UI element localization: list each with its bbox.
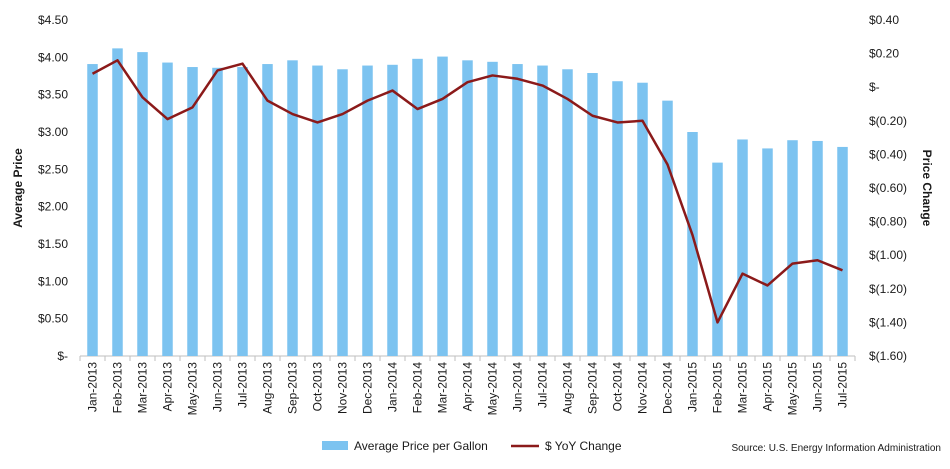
bar-avg-price bbox=[137, 52, 148, 357]
left-tick-label: $4.00 bbox=[38, 50, 68, 64]
right-tick-label: $0.20 bbox=[869, 47, 899, 61]
right-tick-label: $(0.20) bbox=[869, 114, 907, 128]
bar-avg-price bbox=[87, 64, 98, 356]
right-tick-label: $(0.80) bbox=[869, 215, 907, 229]
legend-label-avg-price: Average Price per Gallon bbox=[354, 439, 488, 453]
bar-avg-price bbox=[337, 69, 348, 356]
bar-avg-price bbox=[362, 65, 373, 357]
left-tick-label: $- bbox=[57, 349, 68, 363]
x-tick-label: Jun-2014 bbox=[511, 362, 525, 412]
bar-avg-price bbox=[662, 100, 673, 356]
x-tick-label: Jan-2014 bbox=[386, 362, 400, 412]
bar-avg-price bbox=[537, 65, 548, 357]
x-tick-label: Dec-2013 bbox=[361, 362, 375, 414]
x-tick-label: Apr-2014 bbox=[461, 362, 475, 412]
source-note: Source: U.S. Energy Information Administ… bbox=[731, 443, 941, 454]
yoy-change-line bbox=[91, 59, 843, 324]
left-tick-label: $0.50 bbox=[38, 312, 68, 326]
x-tick-label: Jul-2014 bbox=[536, 362, 550, 408]
x-tick-label: Feb-2015 bbox=[711, 362, 725, 414]
x-tick-label: Jan-2013 bbox=[86, 362, 100, 412]
bar-avg-price bbox=[212, 67, 223, 356]
bar-avg-price bbox=[162, 62, 173, 357]
bar-avg-price bbox=[712, 162, 723, 356]
bar-avg-price bbox=[112, 48, 123, 357]
x-tick-label: Jul-2015 bbox=[836, 362, 850, 408]
x-tick-label: Mar-2013 bbox=[136, 362, 150, 414]
left-tick-label: $3.50 bbox=[38, 88, 68, 102]
bar-avg-price bbox=[187, 67, 198, 356]
bar-avg-price bbox=[812, 140, 823, 356]
bar-avg-price bbox=[637, 82, 648, 356]
x-tick-label: Mar-2015 bbox=[736, 362, 750, 414]
x-tick-label: Nov-2013 bbox=[336, 362, 350, 414]
left-tick-label: $3.00 bbox=[38, 125, 68, 139]
left-axis-title: Average Price bbox=[11, 148, 25, 228]
bar-avg-price bbox=[762, 148, 773, 356]
x-tick-label: Jul-2013 bbox=[236, 362, 250, 408]
right-tick-label: $(1.00) bbox=[869, 248, 907, 262]
x-tick-label: Jan-2015 bbox=[686, 362, 700, 412]
bar-avg-price bbox=[837, 146, 848, 356]
right-tick-label: $(1.40) bbox=[869, 315, 907, 329]
x-tick-label: Aug-2013 bbox=[261, 362, 275, 414]
x-axis-ticks: Jan-2013 Feb-2013 Mar-2013 Apr-2013 May-2013… bbox=[79, 356, 856, 416]
x-tick-label: Sep-2014 bbox=[586, 362, 600, 414]
bar-avg-price bbox=[787, 140, 798, 356]
bar-avg-price bbox=[687, 132, 698, 356]
legend-label-yoy-change: $ YoY Change bbox=[545, 439, 622, 453]
bar-avg-price bbox=[387, 64, 398, 357]
bar-series bbox=[87, 48, 848, 357]
left-tick-label: $1.00 bbox=[38, 274, 68, 288]
x-tick-label: Apr-2013 bbox=[161, 362, 175, 412]
x-tick-label: Aug-2014 bbox=[561, 362, 575, 414]
bar-avg-price bbox=[437, 56, 448, 356]
bar-avg-price bbox=[262, 64, 273, 356]
x-tick-label: May-2015 bbox=[786, 362, 800, 416]
x-tick-label: Oct-2013 bbox=[311, 362, 325, 412]
right-axis-ticks: $0.40 $0.20 $- $(0.20) $(0.40) $(0.60) $(0.80)… bbox=[869, 13, 907, 363]
bar-avg-price bbox=[487, 61, 498, 357]
bar-avg-price bbox=[287, 60, 298, 356]
bar-avg-price bbox=[312, 65, 323, 357]
x-tick-label: Mar-2014 bbox=[436, 362, 450, 414]
bar-avg-price bbox=[612, 81, 623, 356]
x-tick-label: Jun-2013 bbox=[211, 362, 225, 412]
left-tick-label: $2.00 bbox=[38, 200, 68, 214]
right-tick-label: $(0.60) bbox=[869, 181, 907, 195]
x-tick-label: May-2013 bbox=[186, 362, 200, 416]
right-tick-label: $(1.20) bbox=[869, 282, 907, 296]
right-tick-label: $- bbox=[869, 80, 880, 94]
bar-avg-price bbox=[737, 139, 748, 356]
right-tick-label: $0.40 bbox=[869, 13, 899, 27]
right-axis-title: Price Change bbox=[920, 150, 934, 227]
x-tick-label: Apr-2015 bbox=[761, 362, 775, 412]
x-tick-label: Feb-2014 bbox=[411, 362, 425, 414]
right-tick-label: $(1.60) bbox=[869, 349, 907, 363]
bar-avg-price bbox=[237, 67, 248, 356]
x-tick-label: Nov-2014 bbox=[636, 362, 650, 414]
bar-avg-price bbox=[512, 64, 523, 356]
left-axis-ticks: $4.50 $4.00 $3.50 $3.00 $2.50 $2.00 $1.50 $1.00… bbox=[38, 13, 68, 363]
bar-avg-price bbox=[587, 73, 598, 356]
x-tick-label: Sep-2013 bbox=[286, 362, 300, 414]
x-tick-label: Jun-2015 bbox=[811, 362, 825, 412]
bar-avg-price bbox=[462, 60, 473, 356]
x-tick-label: May-2014 bbox=[486, 362, 500, 416]
bar-avg-price bbox=[412, 58, 423, 357]
x-tick-label: Dec-2014 bbox=[661, 362, 675, 414]
left-tick-label: $2.50 bbox=[38, 162, 68, 176]
legend: Average Price per Gallon $ YoY Change bbox=[322, 439, 622, 453]
right-tick-label: $(0.40) bbox=[869, 147, 907, 161]
left-tick-label: $4.50 bbox=[38, 13, 68, 27]
x-tick-label: Feb-2013 bbox=[111, 362, 125, 414]
x-tick-label: Oct-2014 bbox=[611, 362, 625, 412]
left-tick-label: $1.50 bbox=[38, 237, 68, 251]
bar-avg-price bbox=[562, 69, 573, 356]
legend-swatch-avg-price bbox=[322, 441, 348, 450]
